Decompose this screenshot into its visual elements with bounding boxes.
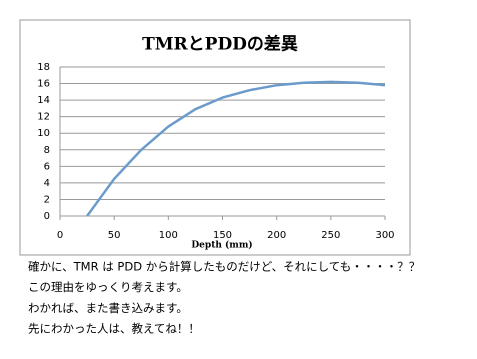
y-tick-label: 4 — [44, 178, 50, 189]
y-tick-label: 16 — [37, 79, 50, 90]
x-tick-label: 150 — [213, 230, 232, 241]
x-tick-label: 200 — [267, 230, 286, 241]
paragraph: わかれば、また書き込みます。 — [28, 301, 188, 315]
y-tick-label: 2 — [44, 194, 50, 205]
y-tick-label: 14 — [37, 95, 50, 106]
data-line — [86, 80, 386, 217]
y-tick-label: 18 — [37, 62, 50, 73]
y-tick-label: 8 — [44, 145, 50, 156]
x-tick-label: 300 — [375, 230, 394, 241]
paragraph: 確かに、TMR は PDD から計算したものだけど、それにしても・・・・？？ — [28, 260, 420, 274]
x-tick-label: 50 — [108, 230, 121, 241]
y-tick-label: 10 — [37, 128, 50, 139]
x-tick-label: 100 — [159, 230, 178, 241]
chart-title: TMRとPDDの差異 — [142, 34, 298, 55]
x-tick-label: 250 — [321, 230, 340, 241]
chart-frame — [19, 19, 411, 256]
x-tick-label: 0 — [57, 230, 63, 241]
x-axis-label: Depth (mm) — [191, 240, 252, 251]
paragraph: この理由をゆっくり考えます。 — [28, 280, 188, 294]
y-tick-label: 0 — [44, 211, 50, 222]
y-tick-label: 6 — [44, 161, 50, 172]
paragraph: 先にわかった人は、教えてね！！ — [28, 322, 200, 336]
y-tick-label: 12 — [37, 112, 50, 123]
